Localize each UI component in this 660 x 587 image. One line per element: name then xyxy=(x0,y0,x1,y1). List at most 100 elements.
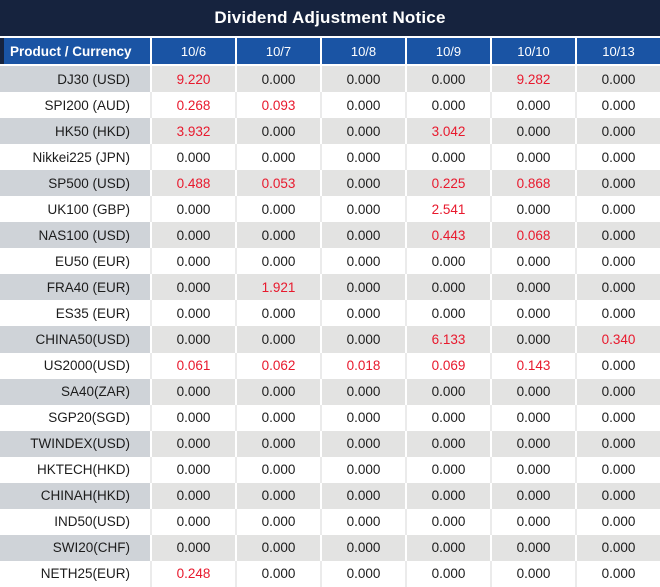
value-cell: 0.000 xyxy=(320,248,405,275)
value-cell: 0.000 xyxy=(490,404,575,431)
value-cell: 0.000 xyxy=(405,248,490,275)
value-cell: 0.069 xyxy=(405,352,490,379)
table-row: SP500 (USD) 0.488 0.053 0.000 0.225 0.868 0.00… xyxy=(0,170,660,197)
value-cell: 2.541 xyxy=(405,196,490,223)
product-cell: CHINA50(USD) xyxy=(0,326,150,353)
value-cell: 0.000 xyxy=(575,118,660,145)
table-row: Nikkei225 (JPN) 0.000 0.000 0.000 0.000 0.000… xyxy=(0,144,660,171)
value-cell: 0.000 xyxy=(575,430,660,457)
value-cell: 0.000 xyxy=(150,378,235,405)
value-cell: 0.000 xyxy=(405,66,490,93)
value-cell: 0.000 xyxy=(405,274,490,301)
product-cell: HKTECH(HKD) xyxy=(0,456,150,483)
product-cell: NETH25(EUR) xyxy=(0,560,150,587)
value-cell: 0.000 xyxy=(405,300,490,327)
value-cell: 0.488 xyxy=(150,170,235,197)
product-cell: US2000(USD) xyxy=(0,352,150,379)
value-cell: 0.000 xyxy=(320,92,405,119)
value-cell: 0.000 xyxy=(405,482,490,509)
date-header: 10/6 xyxy=(150,38,235,64)
product-cell: SA40(ZAR) xyxy=(0,378,150,405)
table-row: DJ30 (USD) 9.220 0.000 0.000 0.000 9.282 0.000 xyxy=(0,66,660,93)
value-cell: 0.000 xyxy=(320,508,405,535)
value-cell: 0.000 xyxy=(320,378,405,405)
table-row: SPI200 (AUD) 0.268 0.093 0.000 0.000 0.000 0.0… xyxy=(0,92,660,119)
value-cell: 0.000 xyxy=(405,404,490,431)
product-cell: SGP20(SGD) xyxy=(0,404,150,431)
page-title: Dividend Adjustment Notice xyxy=(214,8,446,27)
value-cell: 0.000 xyxy=(150,144,235,171)
value-cell: 9.220 xyxy=(150,66,235,93)
value-cell: 0.000 xyxy=(575,170,660,197)
value-cell: 0.000 xyxy=(320,560,405,587)
product-cell: DJ30 (USD) xyxy=(0,66,150,93)
value-cell: 0.000 xyxy=(405,456,490,483)
value-cell: 0.000 xyxy=(320,274,405,301)
value-cell: 0.000 xyxy=(405,560,490,587)
value-cell: 0.000 xyxy=(150,430,235,457)
value-cell: 0.000 xyxy=(575,300,660,327)
value-cell: 0.000 xyxy=(575,144,660,171)
product-cell: ES35 (EUR) xyxy=(0,300,150,327)
value-cell: 0.000 xyxy=(490,482,575,509)
value-cell: 0.000 xyxy=(235,430,320,457)
value-cell: 0.443 xyxy=(405,222,490,249)
value-cell: 0.000 xyxy=(150,300,235,327)
value-cell: 0.000 xyxy=(405,92,490,119)
value-cell: 0.000 xyxy=(490,430,575,457)
title-bar: Dividend Adjustment Notice xyxy=(0,0,660,36)
date-header: 10/7 xyxy=(235,38,320,64)
value-cell: 0.868 xyxy=(490,170,575,197)
value-cell: 0.000 xyxy=(235,196,320,223)
value-cell: 0.000 xyxy=(405,534,490,561)
product-cell: CHINAH(HKD) xyxy=(0,482,150,509)
value-cell: 0.000 xyxy=(575,66,660,93)
value-cell: 0.000 xyxy=(490,274,575,301)
value-cell: 0.000 xyxy=(150,248,235,275)
value-cell: 0.000 xyxy=(490,508,575,535)
value-cell: 0.018 xyxy=(320,352,405,379)
value-cell: 0.000 xyxy=(575,92,660,119)
value-cell: 0.000 xyxy=(150,404,235,431)
date-header: 10/8 xyxy=(320,38,405,64)
value-cell: 0.000 xyxy=(575,352,660,379)
table-row: CHINAH(HKD) 0.000 0.000 0.000 0.000 0.000 0.00… xyxy=(0,482,660,509)
table-header-row: Product / Currency 10/6 10/7 10/8 10/9 10/10… xyxy=(0,38,660,64)
value-cell: 0.000 xyxy=(575,560,660,587)
value-cell: 0.000 xyxy=(575,222,660,249)
value-cell: 0.000 xyxy=(320,534,405,561)
value-cell: 0.000 xyxy=(235,508,320,535)
value-cell: 0.000 xyxy=(150,326,235,353)
product-cell: Nikkei225 (JPN) xyxy=(0,144,150,171)
value-cell: 0.000 xyxy=(235,222,320,249)
product-cell: NAS100 (USD) xyxy=(0,222,150,249)
product-cell: SPI200 (AUD) xyxy=(0,92,150,119)
value-cell: 0.000 xyxy=(575,196,660,223)
product-cell: UK100 (GBP) xyxy=(0,196,150,223)
product-cell: TWINDEX(USD) xyxy=(0,430,150,457)
value-cell: 0.000 xyxy=(150,196,235,223)
value-cell: 0.000 xyxy=(150,534,235,561)
table-row: HKTECH(HKD) 0.000 0.000 0.000 0.000 0.000 0.00… xyxy=(0,456,660,483)
table-row: US2000(USD) 0.061 0.062 0.018 0.069 0.143 0.00… xyxy=(0,352,660,379)
value-cell: 0.000 xyxy=(320,482,405,509)
value-cell: 0.000 xyxy=(320,170,405,197)
value-cell: 0.000 xyxy=(490,196,575,223)
value-cell: 0.000 xyxy=(320,326,405,353)
value-cell: 0.000 xyxy=(490,300,575,327)
value-cell: 0.000 xyxy=(490,248,575,275)
value-cell: 0.000 xyxy=(575,378,660,405)
table-row: ES35 (EUR) 0.000 0.000 0.000 0.000 0.000 0.000 xyxy=(0,300,660,327)
table-row: FRA40 (EUR) 0.000 1.921 0.000 0.000 0.000 0.00… xyxy=(0,274,660,301)
value-cell: 0.000 xyxy=(490,326,575,353)
value-cell: 0.000 xyxy=(235,300,320,327)
value-cell: 0.000 xyxy=(235,534,320,561)
product-cell: FRA40 (EUR) xyxy=(0,274,150,301)
value-cell: 0.248 xyxy=(150,560,235,587)
value-cell: 0.143 xyxy=(490,352,575,379)
value-cell: 3.932 xyxy=(150,118,235,145)
value-cell: 0.000 xyxy=(405,508,490,535)
table-row: SA40(ZAR) 0.000 0.000 0.000 0.000 0.000 0.000 xyxy=(0,378,660,405)
product-currency-header: Product / Currency xyxy=(4,38,150,64)
value-cell: 0.268 xyxy=(150,92,235,119)
